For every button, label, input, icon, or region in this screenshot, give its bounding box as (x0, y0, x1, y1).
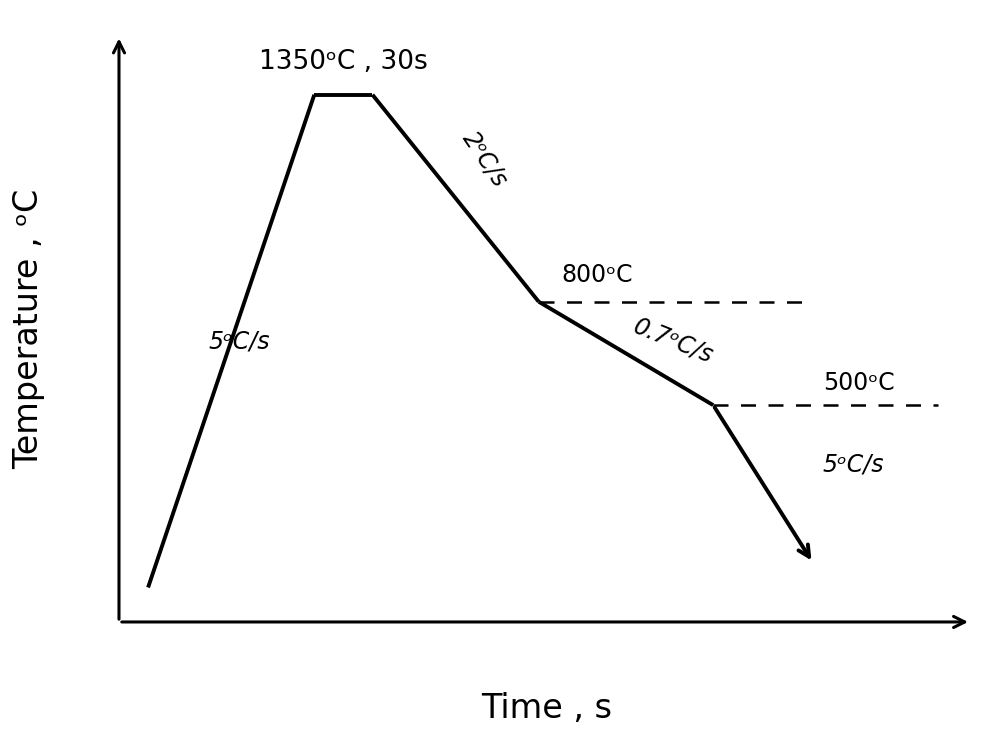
Text: 2ᵒC/s: 2ᵒC/s (458, 127, 512, 191)
Text: 500ᵒC: 500ᵒC (823, 371, 895, 395)
Text: 0.7ᵒC/s: 0.7ᵒC/s (630, 315, 717, 368)
Text: Time , s: Time , s (482, 692, 612, 725)
Text: 5ᵒC/s: 5ᵒC/s (209, 329, 270, 353)
Text: 800ᵒC: 800ᵒC (561, 263, 633, 287)
Text: 5ᵒC/s: 5ᵒC/s (823, 453, 884, 476)
Text: 1350ᵒC , 30s: 1350ᵒC , 30s (259, 49, 428, 75)
Text: Temperature , ᵒC: Temperature , ᵒC (12, 188, 45, 469)
